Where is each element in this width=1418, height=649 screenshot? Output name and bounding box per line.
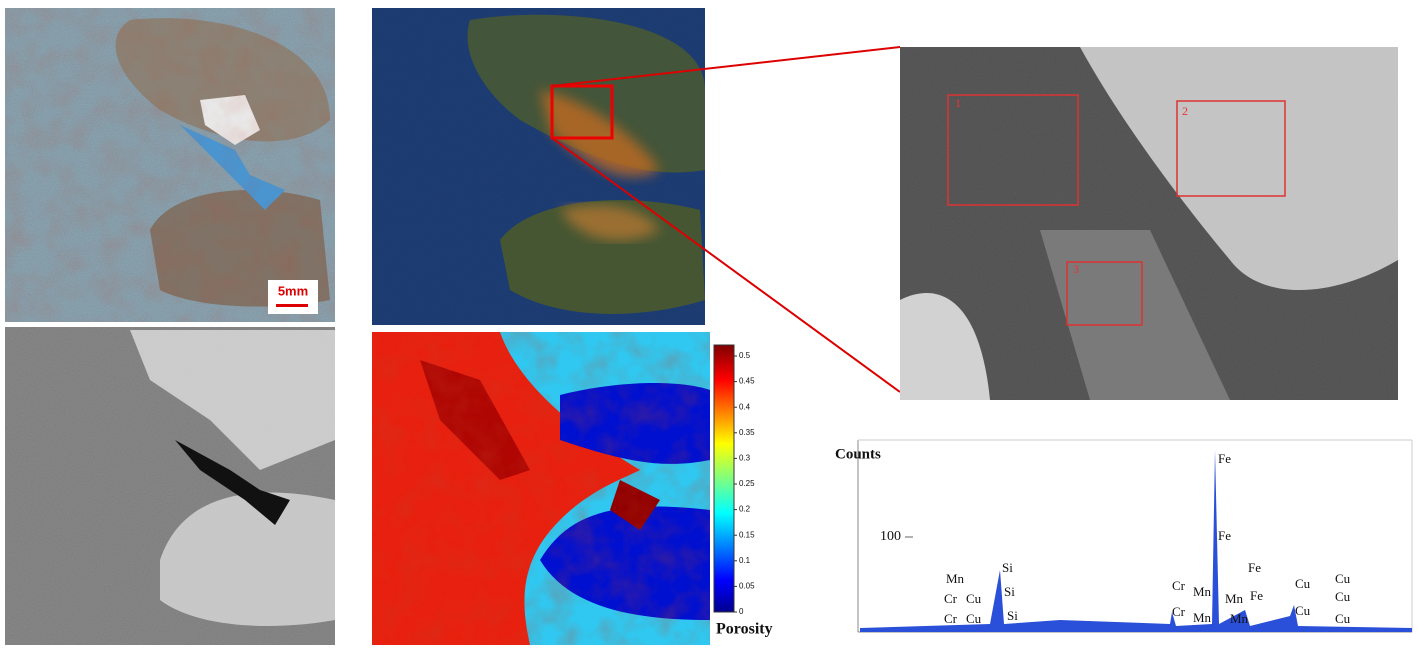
peak-label: Mn [946,571,965,586]
region-label: 2 [1182,104,1188,118]
colorbar-tick-label: 0.45 [739,377,755,386]
peak-label: Cu [1295,603,1311,618]
colorbar-tick-label: 0.15 [739,530,755,539]
peak-label: Fe [1248,560,1261,575]
grayscale-image [5,327,335,645]
colorbar [714,345,734,612]
peak-label: Cu [966,591,982,606]
peak-label: Mn [1193,584,1212,599]
peak-label: Fe [1250,588,1263,603]
colorbar-label: Porosity [716,621,773,638]
eds-spectrum: Counts 100 [835,440,1412,632]
peak-label: Si [1004,584,1015,599]
colorbar-tick-label: 0 [739,607,744,616]
peak-label: Si [1007,608,1018,623]
colorbar-tick-label: 0.2 [739,505,751,514]
colorbar-tick-label: 0.25 [739,479,755,488]
peak-label: Cu [1335,589,1351,604]
peak-label: Cr [1172,604,1186,619]
peak-label: Mn [1225,591,1244,606]
y-tick-label: 100 [880,529,901,544]
y-axis-label: Counts [835,446,881,462]
colorbar-tick-label: 0.5 [739,351,751,360]
peak-label: Cr [944,591,958,606]
peak-label: Cu [1335,611,1351,626]
peak-label: Mn [1230,611,1249,626]
peak-label: Cu [1335,571,1351,586]
sample-photo: 5mm [5,8,335,322]
region-label: 3 [1073,262,1079,276]
peak-label: Fe [1218,528,1231,543]
porosity-map [372,332,710,645]
peak-label: Cr [944,611,958,626]
colorbar-tick-label: 0.1 [739,556,751,565]
color-photo [372,8,705,325]
colorbar-tick-label: 0.3 [739,454,751,463]
colorbar-tick-label: 0.35 [739,428,755,437]
peak-label: Cr [1172,578,1186,593]
scale-bar-label: 5mm [278,283,308,298]
peak-label: Si [1002,560,1013,575]
peak-label: Cu [1295,576,1311,591]
figure: 5mm 0 0.05 0.1 0.15 0.2 0.25 0.3 0.35 0.4 0.45 0.5… [0,0,1418,649]
region-label: 1 [955,96,961,110]
peak-label: Cu [966,611,982,626]
colorbar-tick-label: 0.05 [739,582,755,591]
peak-label: Fe [1218,451,1231,466]
peak-label: Mn [1193,610,1212,625]
sem-image [900,47,1398,400]
colorbar-tick-label: 0.4 [739,402,751,411]
